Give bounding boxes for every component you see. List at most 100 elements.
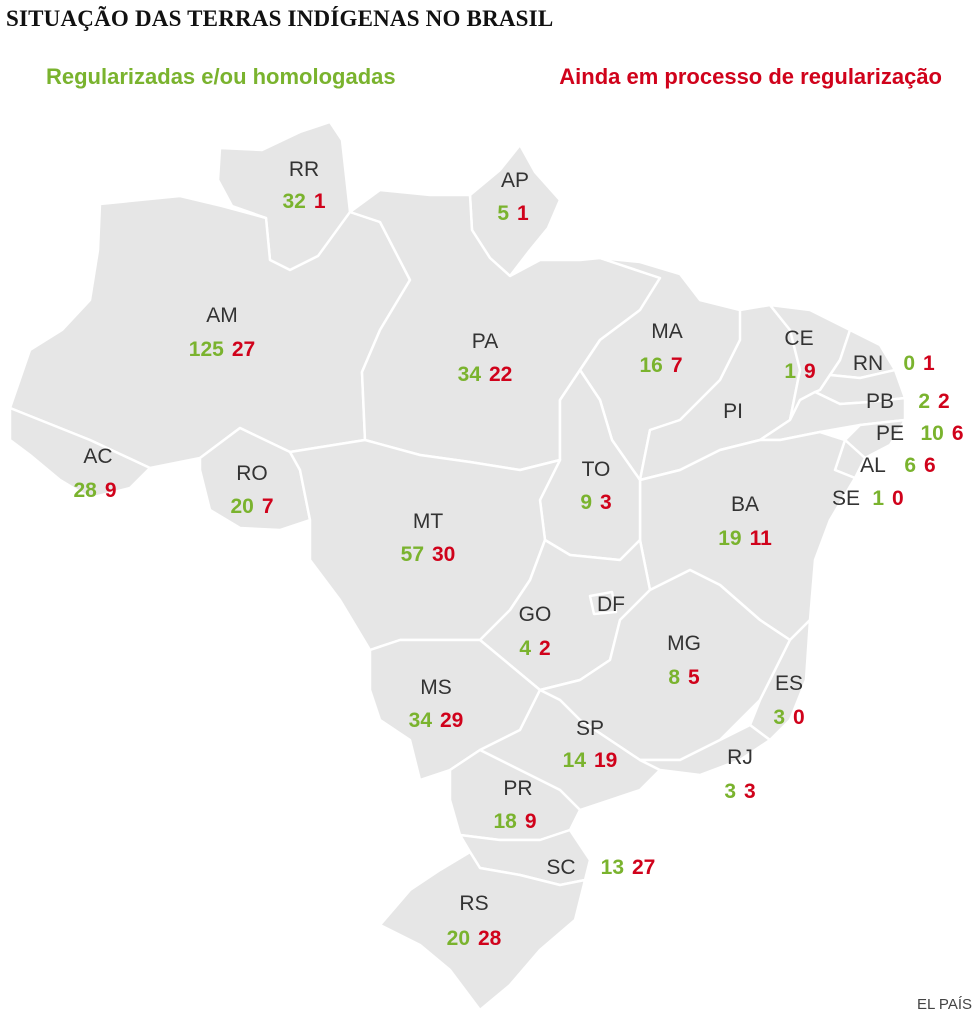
state-name-ap: AP <box>501 169 529 192</box>
state-name-ms: MS <box>420 676 452 699</box>
state-values-sc: 13 27 <box>601 856 656 879</box>
credit: EL PAÍS <box>916 996 972 1013</box>
state-values-rs: 20 28 <box>447 927 502 950</box>
in-process-count-sc: 27 <box>632 856 655 879</box>
state-name-pe: PE <box>876 422 904 445</box>
regularized-count-ce: 1 <box>784 360 796 383</box>
regularized-count-pe: 10 <box>920 422 943 445</box>
regularized-count-to: 9 <box>580 491 592 514</box>
state-name-es: ES <box>775 672 803 695</box>
in-process-count-pa: 22 <box>489 363 512 386</box>
state-values-ma: 16 7 <box>639 354 682 377</box>
state-values-pe: 10 6 <box>920 422 963 445</box>
regularized-count-ms: 34 <box>409 709 433 732</box>
state-name-to: TO <box>582 458 611 481</box>
in-process-count-mt: 30 <box>432 543 455 566</box>
regularized-count-sc: 13 <box>601 856 624 879</box>
state-name-rj: RJ <box>727 746 753 769</box>
regularized-count-rr: 32 <box>282 190 305 213</box>
regularized-count-rn: 0 <box>903 352 915 375</box>
in-process-count-pe: 6 <box>952 422 964 445</box>
regularized-count-pb: 2 <box>918 390 930 413</box>
regularized-count-pr: 18 <box>493 810 517 833</box>
state-values-ro: 20 7 <box>230 495 273 518</box>
in-process-count-am: 27 <box>232 338 255 361</box>
state-name-ce: CE <box>784 327 813 350</box>
in-process-count-ac: 9 <box>105 479 117 502</box>
state-shape-rs <box>378 850 587 1012</box>
state-name-rr: RR <box>289 158 319 181</box>
regularized-count-ro: 20 <box>230 495 253 518</box>
state-name-ba: BA <box>731 493 759 516</box>
in-process-count-pr: 9 <box>525 810 537 833</box>
state-name-rs: RS <box>459 892 488 915</box>
in-process-count-ro: 7 <box>262 495 274 518</box>
state-shape-df <box>588 590 618 616</box>
state-name-go: GO <box>519 603 552 626</box>
in-process-count-es: 0 <box>793 706 805 729</box>
in-process-count-mg: 5 <box>688 666 700 689</box>
state-values-am: 125 27 <box>189 338 255 361</box>
state-shapes <box>8 120 907 1012</box>
regularized-count-rs: 20 <box>447 927 470 950</box>
in-process-count-rj: 3 <box>744 780 756 803</box>
in-process-count-ma: 7 <box>671 354 683 377</box>
state-values-ac: 28 9 <box>73 479 116 502</box>
state-name-se: SE <box>832 487 860 510</box>
state-name-sp: SP <box>576 717 604 740</box>
state-name-rn: RN <box>853 352 883 375</box>
state-name-mg: MG <box>667 632 701 655</box>
state-values-ba: 19 11 <box>718 527 772 550</box>
in-process-count-ce: 9 <box>804 360 816 383</box>
in-process-count-rr: 1 <box>314 190 326 213</box>
regularized-count-ma: 16 <box>639 354 662 377</box>
in-process-count-se: 0 <box>892 487 904 510</box>
in-process-count-rs: 28 <box>478 927 502 950</box>
regularized-count-ap: 5 <box>497 202 509 225</box>
state-name-pi: PI <box>723 400 743 423</box>
regularized-count-am: 125 <box>189 338 224 361</box>
map-title: SITUAÇÃO DAS TERRAS INDÍGENAS NO BRASIL <box>6 6 554 31</box>
in-process-count-to: 3 <box>600 491 612 514</box>
in-process-count-al: 6 <box>924 454 936 477</box>
state-name-al: AL <box>860 454 886 477</box>
state-values-sp: 14 19 <box>563 749 618 772</box>
in-process-count-ba: 11 <box>750 527 773 550</box>
regularized-count-es: 3 <box>773 706 785 729</box>
regularized-count-mg: 8 <box>668 666 680 689</box>
regularized-count-go: 4 <box>519 637 531 660</box>
state-name-pr: PR <box>503 777 532 800</box>
state-values-pa: 34 22 <box>458 363 513 386</box>
state-values-ms: 34 29 <box>409 709 464 732</box>
regularized-count-ba: 19 <box>718 527 741 550</box>
state-name-pa: PA <box>472 330 498 353</box>
state-values-rr: 32 1 <box>282 190 325 213</box>
state-name-ma: MA <box>651 320 683 343</box>
state-name-ac: AC <box>83 445 112 468</box>
state-name-sc: SC <box>546 856 575 879</box>
state-values-pr: 18 9 <box>493 810 536 833</box>
regularized-count-mt: 57 <box>401 543 424 566</box>
regularized-count-rj: 3 <box>724 780 736 803</box>
in-process-count-sp: 19 <box>594 749 617 772</box>
state-name-ro: RO <box>236 462 268 485</box>
in-process-count-ms: 29 <box>440 709 463 732</box>
legend-in-process: Ainda em processo de regularização <box>559 64 942 89</box>
state-shape-am <box>8 194 412 470</box>
regularized-count-sp: 14 <box>563 749 587 772</box>
state-shape-rj <box>638 723 772 777</box>
state-shape-ac <box>8 406 152 500</box>
state-name-am: AM <box>206 304 238 327</box>
in-process-count-go: 2 <box>539 637 551 660</box>
state-name-df: DF <box>597 593 625 616</box>
